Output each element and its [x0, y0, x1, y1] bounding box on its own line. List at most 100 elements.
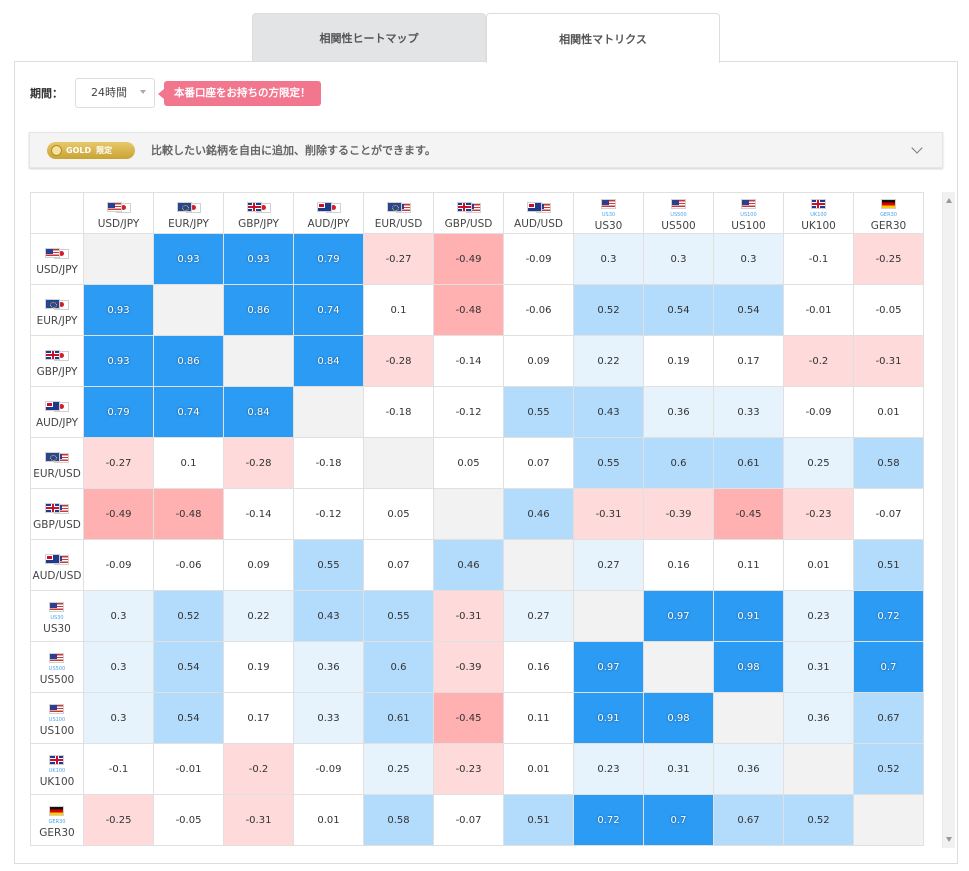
matrix-cell[interactable]: -0.39: [433, 641, 504, 693]
matrix-cell[interactable]: -0.28: [363, 335, 434, 387]
matrix-cell[interactable]: -0.23: [433, 743, 504, 795]
vertical-scrollbar[interactable]: [942, 192, 955, 848]
matrix-cell[interactable]: 0.86: [223, 284, 294, 336]
matrix-cell[interactable]: 0.23: [783, 590, 854, 642]
matrix-cell[interactable]: 0.25: [363, 743, 434, 795]
matrix-cell[interactable]: 0.98: [643, 692, 714, 744]
matrix-cell[interactable]: 0.52: [853, 743, 924, 795]
matrix-cell[interactable]: 0.93: [83, 284, 154, 336]
matrix-cell-diagonal[interactable]: [643, 641, 714, 693]
matrix-cell[interactable]: 0.54: [153, 641, 224, 693]
matrix-cell[interactable]: 0.93: [153, 233, 224, 285]
matrix-cell[interactable]: 0.31: [783, 641, 854, 693]
matrix-cell[interactable]: -0.06: [503, 284, 574, 336]
matrix-cell[interactable]: 0.93: [223, 233, 294, 285]
matrix-cell[interactable]: -0.25: [83, 794, 154, 846]
matrix-cell[interactable]: -0.39: [643, 488, 714, 540]
matrix-cell[interactable]: 0.7: [853, 641, 924, 693]
matrix-cell[interactable]: 0.54: [643, 284, 714, 336]
matrix-cell[interactable]: 0.52: [573, 284, 644, 336]
tab-heatmap[interactable]: 相関性ヒートマップ: [252, 13, 486, 62]
matrix-cell[interactable]: 0.11: [503, 692, 574, 744]
matrix-cell[interactable]: 0.51: [853, 539, 924, 591]
matrix-cell[interactable]: -0.07: [853, 488, 924, 540]
period-select[interactable]: 24時間: [75, 78, 155, 108]
matrix-cell[interactable]: 0.97: [573, 641, 644, 693]
matrix-cell[interactable]: 0.46: [503, 488, 574, 540]
matrix-cell[interactable]: -0.1: [783, 233, 854, 285]
matrix-cell[interactable]: 0.84: [223, 386, 294, 438]
matrix-cell[interactable]: 0.91: [713, 590, 784, 642]
matrix-cell[interactable]: -0.48: [433, 284, 504, 336]
matrix-cell[interactable]: 0.22: [223, 590, 294, 642]
matrix-cell[interactable]: 0.11: [713, 539, 784, 591]
matrix-cell[interactable]: -0.23: [783, 488, 854, 540]
matrix-cell-diagonal[interactable]: [363, 437, 434, 489]
matrix-cell[interactable]: -0.49: [83, 488, 154, 540]
chevron-down-icon[interactable]: [911, 142, 923, 154]
matrix-cell[interactable]: -0.27: [83, 437, 154, 489]
tab-matrix[interactable]: 相関性マトリクス: [486, 13, 720, 63]
matrix-cell[interactable]: -0.09: [503, 233, 574, 285]
matrix-cell[interactable]: 0.23: [573, 743, 644, 795]
matrix-cell[interactable]: -0.28: [223, 437, 294, 489]
matrix-cell[interactable]: 0.7: [643, 794, 714, 846]
matrix-cell[interactable]: 0.07: [363, 539, 434, 591]
matrix-cell[interactable]: 0.61: [363, 692, 434, 744]
matrix-cell[interactable]: 0.54: [153, 692, 224, 744]
matrix-cell[interactable]: 0.46: [433, 539, 504, 591]
matrix-cell[interactable]: 0.97: [643, 590, 714, 642]
matrix-cell-diagonal[interactable]: [573, 590, 644, 642]
matrix-cell[interactable]: 0.6: [643, 437, 714, 489]
matrix-cell[interactable]: 0.33: [713, 386, 784, 438]
matrix-cell[interactable]: 0.93: [83, 335, 154, 387]
matrix-cell[interactable]: -0.12: [433, 386, 504, 438]
matrix-cell[interactable]: 0.54: [713, 284, 784, 336]
matrix-cell[interactable]: -0.1: [83, 743, 154, 795]
matrix-cell[interactable]: 0.61: [713, 437, 784, 489]
matrix-cell[interactable]: -0.31: [573, 488, 644, 540]
matrix-cell[interactable]: 0.25: [783, 437, 854, 489]
matrix-cell[interactable]: 0.33: [293, 692, 364, 744]
matrix-cell[interactable]: 0.52: [153, 590, 224, 642]
matrix-cell[interactable]: -0.14: [433, 335, 504, 387]
matrix-cell[interactable]: 0.3: [83, 590, 154, 642]
matrix-cell[interactable]: 0.74: [293, 284, 364, 336]
matrix-cell[interactable]: 0.67: [713, 794, 784, 846]
matrix-cell[interactable]: -0.18: [363, 386, 434, 438]
matrix-cell[interactable]: 0.27: [573, 539, 644, 591]
matrix-cell[interactable]: -0.48: [153, 488, 224, 540]
matrix-cell[interactable]: -0.12: [293, 488, 364, 540]
matrix-cell[interactable]: 0.22: [573, 335, 644, 387]
matrix-cell[interactable]: 0.05: [433, 437, 504, 489]
matrix-cell[interactable]: 0.1: [153, 437, 224, 489]
matrix-cell[interactable]: 0.36: [783, 692, 854, 744]
matrix-cell[interactable]: -0.49: [433, 233, 504, 285]
matrix-cell[interactable]: 0.51: [503, 794, 574, 846]
matrix-cell[interactable]: 0.58: [853, 437, 924, 489]
matrix-cell[interactable]: 0.84: [293, 335, 364, 387]
matrix-cell[interactable]: -0.45: [433, 692, 504, 744]
matrix-cell[interactable]: -0.06: [153, 539, 224, 591]
scroll-down-icon[interactable]: [946, 837, 952, 842]
matrix-cell[interactable]: 0.05: [363, 488, 434, 540]
matrix-cell[interactable]: 0.43: [573, 386, 644, 438]
matrix-cell[interactable]: 0.55: [503, 386, 574, 438]
matrix-cell[interactable]: 0.17: [223, 692, 294, 744]
matrix-cell-diagonal[interactable]: [223, 335, 294, 387]
matrix-cell[interactable]: 0.3: [643, 233, 714, 285]
matrix-cell[interactable]: 0.36: [293, 641, 364, 693]
matrix-cell[interactable]: 0.19: [223, 641, 294, 693]
matrix-cell[interactable]: 0.91: [573, 692, 644, 744]
matrix-cell[interactable]: 0.3: [573, 233, 644, 285]
matrix-cell[interactable]: -0.09: [783, 386, 854, 438]
matrix-scroll-area[interactable]: USD/JPY EUR/JPY GBP/JPY AUD/JPY EUR/USD GBP/U…: [30, 192, 942, 848]
matrix-cell[interactable]: 0.09: [223, 539, 294, 591]
matrix-cell[interactable]: 0.01: [783, 539, 854, 591]
matrix-cell[interactable]: 0.79: [83, 386, 154, 438]
matrix-cell[interactable]: 0.01: [853, 386, 924, 438]
matrix-cell[interactable]: -0.09: [293, 743, 364, 795]
matrix-cell[interactable]: 0.16: [643, 539, 714, 591]
matrix-cell[interactable]: 0.72: [853, 590, 924, 642]
matrix-cell-diagonal[interactable]: [783, 743, 854, 795]
